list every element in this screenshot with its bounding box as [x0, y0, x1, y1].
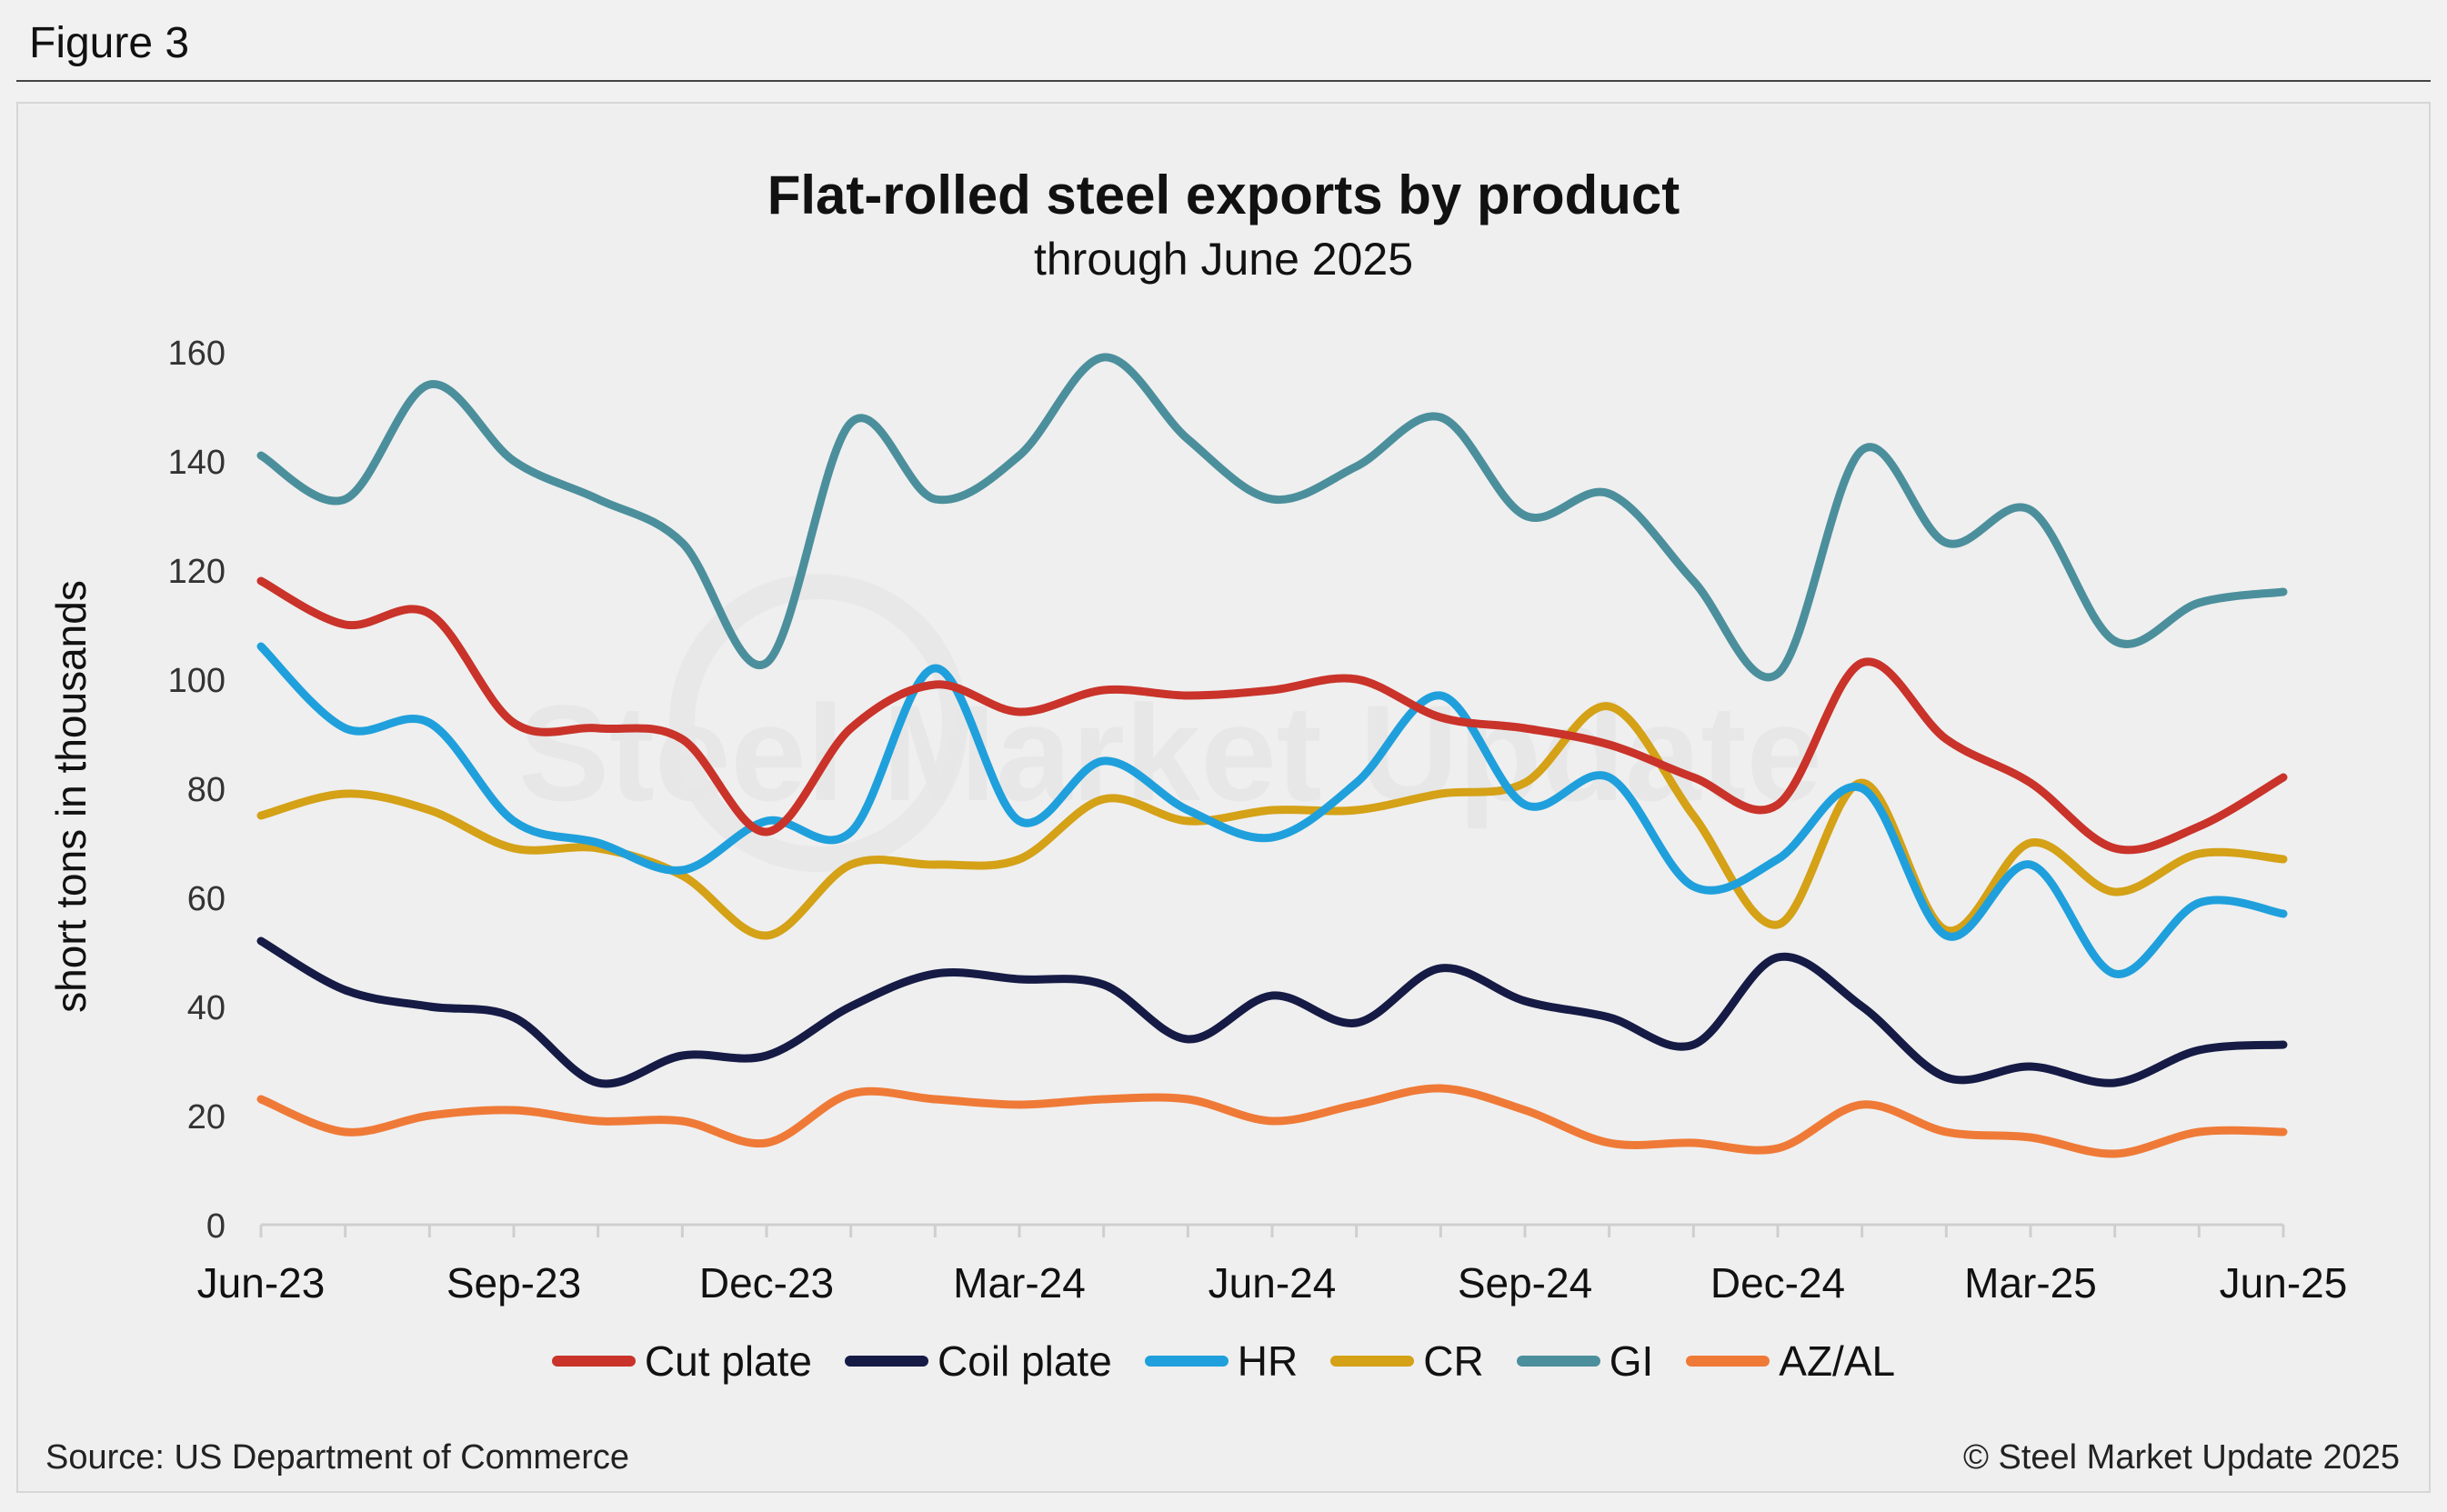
series-line-coil-plate — [256, 936, 2288, 1088]
x-axis: Jun-23 Sep-23 Dec-23 Mar-24 Jun-24 Sep-24 Dec-… — [197, 1223, 2348, 1307]
series-line-cut-plate — [256, 576, 2288, 855]
legend-swatch — [1686, 1356, 1770, 1367]
legend-label: GI — [1609, 1337, 1654, 1385]
legend-swatch — [1144, 1356, 1229, 1367]
y-axis: 0 20 40 60 80 100 120 140 160 — [168, 335, 226, 1246]
x-tick-label: Jun-24 — [1208, 1259, 1337, 1307]
x-tick-label: Mar-25 — [1964, 1259, 2097, 1307]
legend-label: AZ/AL — [1779, 1337, 1896, 1385]
legend-label: Cut plate — [644, 1337, 813, 1385]
legend-item-cr: CR — [1330, 1337, 1484, 1386]
chart-panel — [16, 102, 2431, 1493]
y-tick-label: 100 — [168, 662, 226, 700]
x-tick-label: Jun-23 — [197, 1259, 326, 1307]
x-tick-label: Dec-23 — [699, 1259, 834, 1307]
x-tick-label: Sep-23 — [446, 1259, 581, 1307]
legend-swatch — [1330, 1356, 1415, 1367]
y-tick-label: 160 — [168, 335, 226, 373]
legend-item-cut-plate: Cut plate — [551, 1337, 813, 1386]
x-tick-label: Dec-24 — [1710, 1259, 1845, 1307]
legend-swatch — [845, 1356, 929, 1367]
x-tick-label: Sep-24 — [1458, 1259, 1592, 1307]
watermark-ring — [669, 574, 968, 872]
x-tick-label: Jun-25 — [2220, 1259, 2348, 1307]
legend-item-az-al: AZ/AL — [1686, 1337, 1895, 1386]
legend-label: Coil plate — [938, 1337, 1112, 1385]
y-tick-label: 80 — [187, 771, 226, 809]
y-tick-label: 60 — [187, 880, 226, 918]
y-tick-label: 20 — [187, 1098, 226, 1137]
y-tick-label: 0 — [206, 1207, 226, 1246]
legend-item-gi: GI — [1516, 1337, 1654, 1386]
legend-swatch — [1516, 1356, 1600, 1367]
y-tick-label: 120 — [168, 553, 226, 591]
legend-item-hr: HR — [1144, 1337, 1299, 1386]
source-note: Source: US Department of Commerce — [45, 1438, 630, 1477]
legend: Cut plate Coil plate HR CR GI AZ/AL — [0, 1337, 2447, 1386]
y-axis-label: short tons in thousands — [47, 580, 95, 1013]
series-line-az-al — [256, 1084, 2288, 1158]
copyright-note: © Steel Market Update 2025 — [1962, 1438, 2400, 1477]
legend-label: CR — [1423, 1337, 1484, 1385]
x-tick-label: Mar-24 — [953, 1259, 1086, 1307]
legend-swatch — [551, 1356, 636, 1367]
chart-subtitle: through June 2025 — [1033, 234, 1414, 285]
y-tick-label: 140 — [168, 444, 226, 482]
series-line-hr — [256, 642, 2288, 978]
figure-label: Figure 3 — [29, 19, 190, 67]
legend-label: HR — [1237, 1337, 1299, 1385]
legend-item-coil-plate: Coil plate — [845, 1337, 1112, 1386]
figure-rule — [16, 80, 2431, 82]
series-line-gi — [256, 353, 2288, 682]
chart-title: Flat-rolled steel exports by product — [767, 165, 1680, 225]
y-tick-label: 40 — [187, 989, 226, 1027]
series-layer — [256, 353, 2288, 1158]
